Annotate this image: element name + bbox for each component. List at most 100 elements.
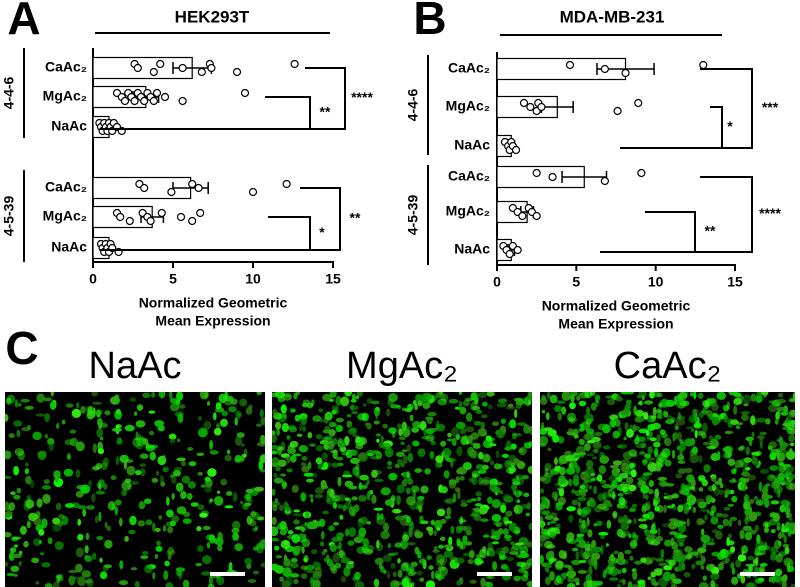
cell [711, 475, 717, 482]
cell [555, 575, 562, 584]
cell [731, 468, 737, 475]
cell [711, 416, 719, 426]
cell [215, 402, 222, 410]
cell [336, 532, 344, 539]
cell [459, 475, 465, 481]
cell [198, 416, 202, 421]
cell [332, 502, 337, 509]
cell [472, 507, 479, 511]
cell [557, 478, 562, 486]
cell [694, 423, 701, 428]
cell [272, 450, 278, 455]
cell [616, 476, 623, 483]
cell [281, 422, 289, 433]
cell [209, 498, 213, 503]
cell [355, 437, 365, 447]
cell [677, 504, 684, 513]
cell [599, 452, 605, 457]
cell [406, 470, 410, 479]
cell [792, 392, 795, 401]
cell [293, 578, 299, 585]
cell [448, 481, 457, 489]
cell [576, 544, 580, 548]
cell [654, 447, 659, 458]
cell [786, 512, 790, 519]
cell [734, 459, 744, 468]
data-point [167, 187, 176, 197]
cell [319, 541, 325, 547]
cell [232, 532, 240, 541]
cell [186, 493, 193, 500]
cell [622, 514, 629, 523]
cell [20, 525, 27, 535]
cell [495, 547, 506, 556]
cell [358, 527, 367, 537]
cell [462, 535, 468, 544]
cell [435, 455, 444, 463]
cell [26, 520, 31, 529]
cell [259, 454, 265, 463]
cell [31, 557, 40, 564]
cell [663, 492, 668, 496]
cell [80, 406, 86, 414]
cell [663, 437, 669, 445]
cell [444, 515, 452, 520]
cell [496, 402, 507, 408]
cell [477, 428, 486, 436]
cell [231, 527, 240, 534]
cell [660, 549, 665, 559]
cell [407, 572, 416, 577]
cell [715, 512, 723, 518]
cell [294, 414, 301, 422]
cell [158, 392, 166, 399]
cell [275, 421, 282, 430]
cell [634, 425, 640, 431]
cell [293, 519, 300, 525]
cell [350, 403, 355, 411]
cell [315, 580, 319, 586]
cell [99, 436, 104, 441]
cell [630, 506, 637, 512]
cell [677, 460, 686, 464]
cell [471, 473, 478, 478]
cell [722, 518, 729, 527]
cell [387, 543, 391, 549]
cell [508, 470, 514, 474]
cell [540, 503, 546, 510]
cell [386, 408, 391, 417]
cell [350, 398, 357, 403]
cell [478, 392, 487, 399]
cell [394, 463, 400, 469]
cell [550, 531, 556, 540]
cell [301, 465, 310, 473]
cell [14, 448, 25, 456]
data-point [532, 211, 541, 221]
data-point [600, 64, 609, 74]
cell [437, 398, 448, 406]
cell [81, 570, 92, 578]
cell [642, 458, 648, 466]
cell [562, 552, 567, 560]
cell [272, 488, 276, 496]
cell [5, 501, 10, 511]
cell [88, 480, 92, 489]
cell [77, 576, 86, 587]
cell [625, 403, 631, 413]
cell [279, 504, 284, 512]
cell [786, 501, 791, 507]
cell [362, 403, 367, 407]
cell [374, 557, 384, 565]
cell [513, 397, 524, 402]
cell [591, 552, 601, 560]
cell [250, 511, 257, 518]
cell [606, 503, 613, 508]
cell [588, 485, 593, 490]
data-point [513, 245, 522, 255]
cell [397, 558, 401, 564]
cell [567, 428, 575, 435]
cell [336, 545, 342, 550]
cell [396, 495, 401, 505]
cell [575, 582, 580, 586]
cell [354, 581, 365, 587]
cell [546, 544, 556, 549]
